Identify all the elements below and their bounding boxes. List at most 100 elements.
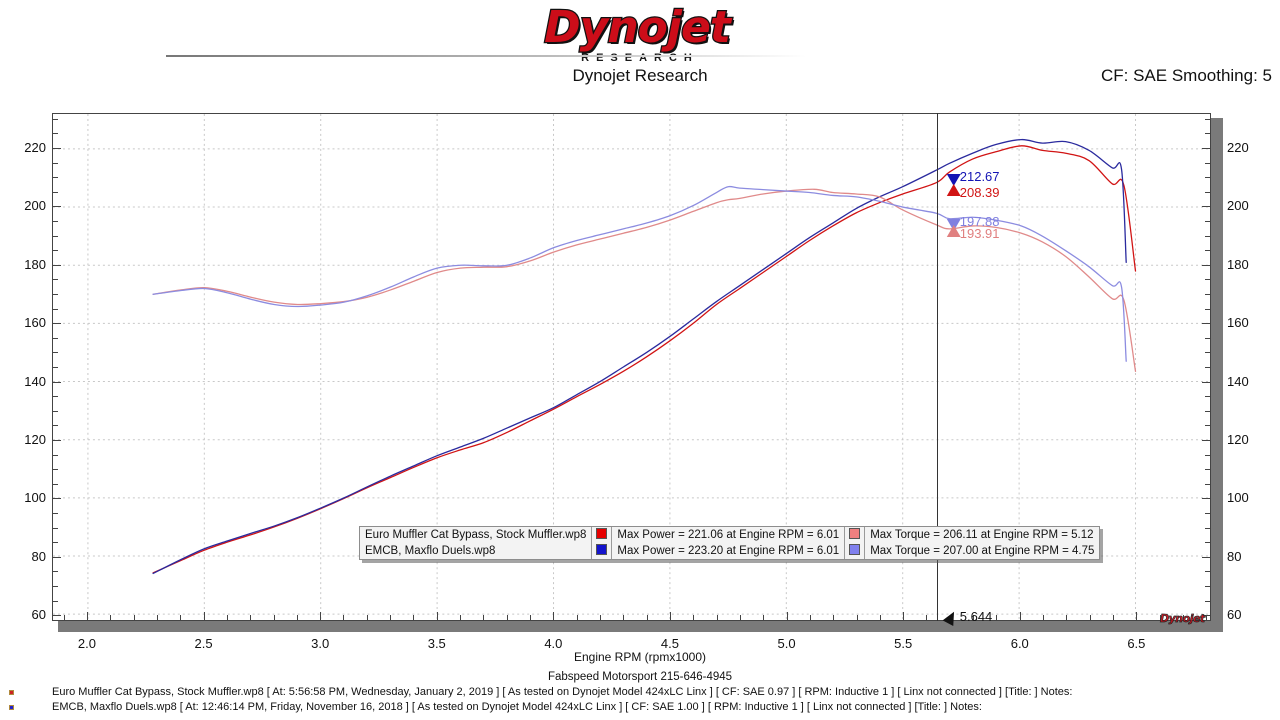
y-tick-label-left: 200 bbox=[24, 198, 46, 214]
x-tick-label: 4.5 bbox=[660, 636, 679, 651]
axis-tick bbox=[52, 264, 61, 266]
footer-run-line: EMCB, Maxflo Duels.wp8 [ At: 12:46:14 PM… bbox=[0, 700, 1280, 715]
cursor-rpm-readout: 5.644 bbox=[942, 609, 993, 627]
axis-tick bbox=[1066, 615, 1068, 621]
axis-tick bbox=[52, 512, 58, 514]
axis-tick bbox=[1205, 235, 1211, 237]
axis-tick bbox=[1089, 615, 1091, 621]
axis-tick bbox=[52, 483, 58, 485]
axis-tick bbox=[1205, 250, 1211, 252]
axis-tick bbox=[646, 615, 648, 621]
axis-tick bbox=[1202, 556, 1211, 558]
axis-tick bbox=[856, 615, 858, 621]
axis-tick bbox=[1205, 469, 1211, 471]
axis-tick bbox=[52, 527, 58, 529]
y-tick-label-right: 100 bbox=[1227, 490, 1249, 506]
callout-euro-torque: 193.91 bbox=[943, 224, 1000, 243]
series-curve-1 bbox=[152, 138, 1127, 575]
axis-tick bbox=[1136, 612, 1138, 621]
legend-torque-swatch bbox=[849, 544, 861, 555]
cursor-rpm-value: 5.644 bbox=[959, 609, 993, 624]
axis-tick bbox=[52, 542, 58, 544]
callout-value: 197.88 bbox=[959, 214, 1000, 230]
axis-tick bbox=[436, 612, 438, 621]
dynojet-watermark: Dynojet bbox=[1160, 612, 1206, 626]
axis-tick bbox=[52, 221, 58, 223]
axis-tick bbox=[1205, 294, 1211, 295]
axis-tick bbox=[52, 250, 58, 252]
axis-tick bbox=[250, 615, 252, 621]
axis-tick bbox=[716, 615, 718, 621]
axis-tick bbox=[1205, 571, 1211, 573]
axis-tick bbox=[413, 615, 415, 621]
y-tick-label-right: 60 bbox=[1227, 607, 1242, 623]
x-tick-label: 5.0 bbox=[777, 636, 796, 651]
axis-tick bbox=[52, 498, 61, 500]
axis-tick bbox=[1205, 483, 1211, 485]
axis-tick bbox=[506, 615, 508, 621]
axis-tick bbox=[52, 118, 58, 120]
axis-tick bbox=[1205, 191, 1211, 193]
axis-tick bbox=[156, 615, 158, 621]
axis-tick bbox=[296, 615, 298, 621]
footer: Fabspeed Motorsport 215-646-4945 Euro Mu… bbox=[0, 671, 1280, 715]
horizontal-scrollbar[interactable] bbox=[58, 621, 1223, 632]
legend-torque-swatch bbox=[849, 528, 861, 539]
callout-value: 212.67 bbox=[959, 169, 1000, 185]
x-tick-label: 5.5 bbox=[894, 636, 913, 651]
logo-wrap: Dynojet RESEARCH bbox=[462, 4, 812, 64]
legend-row: EMCB, Maxflo Duels.wp8 Max Power = 223.20… bbox=[360, 543, 1100, 559]
x-tick-label: 3.0 bbox=[311, 636, 330, 651]
axis-tick bbox=[1202, 206, 1211, 208]
axis-tick bbox=[52, 556, 61, 558]
axis-tick bbox=[52, 425, 58, 427]
y-tick-label-right: 220 bbox=[1227, 140, 1249, 156]
series-curve-0 bbox=[152, 145, 1137, 574]
axis-tick bbox=[483, 615, 485, 621]
y-tick-label-left: 80 bbox=[31, 548, 46, 564]
axis-tick bbox=[600, 615, 602, 621]
x-tick-label: 3.5 bbox=[427, 636, 446, 651]
cursor-line[interactable] bbox=[936, 113, 938, 621]
axis-tick bbox=[1205, 367, 1211, 368]
axis-tick bbox=[1205, 542, 1211, 544]
axis-tick bbox=[576, 615, 578, 621]
axis-tick bbox=[1159, 615, 1161, 621]
axis-tick bbox=[530, 615, 532, 621]
y-tick-label-left: 140 bbox=[24, 373, 46, 389]
y-tick-label-right: 80 bbox=[1227, 548, 1242, 564]
axis-tick bbox=[63, 615, 65, 621]
axis-tick bbox=[879, 615, 881, 621]
axis-tick bbox=[553, 612, 555, 621]
y-tick-label-left: 60 bbox=[31, 607, 46, 623]
axis-tick bbox=[52, 381, 61, 383]
axis-tick bbox=[1205, 221, 1211, 223]
axis-tick bbox=[1043, 615, 1045, 621]
axis-tick bbox=[1205, 352, 1211, 354]
axis-tick bbox=[1205, 527, 1211, 529]
y-tick-label-left: 180 bbox=[24, 256, 46, 272]
axis-tick bbox=[1205, 396, 1211, 398]
legend-row: Euro Muffler Cat Bypass, Stock Muffler.w… bbox=[360, 527, 1100, 543]
y-tick-label-right: 160 bbox=[1227, 315, 1249, 331]
vertical-scrollbar[interactable] bbox=[1211, 118, 1223, 622]
dynojet-logo: Dynojet RESEARCH bbox=[0, 2, 1280, 64]
axis-tick bbox=[739, 615, 741, 621]
axis-tick bbox=[52, 191, 58, 193]
axis-tick bbox=[52, 352, 58, 354]
axis-tick bbox=[926, 615, 928, 621]
legend-torque-swatch-cell bbox=[844, 543, 865, 559]
x-tick-label: 6.5 bbox=[1127, 636, 1146, 651]
axis-tick bbox=[180, 615, 182, 621]
axis-tick bbox=[52, 439, 61, 441]
legend-box[interactable]: Euro Muffler Cat Bypass, Stock Muffler.w… bbox=[359, 526, 1101, 560]
axis-tick bbox=[110, 615, 112, 621]
axis-tick bbox=[1205, 308, 1211, 310]
footer-run-text: EMCB, Maxflo Duels.wp8 [ At: 12:46:14 PM… bbox=[52, 701, 982, 713]
axis-tick bbox=[52, 585, 58, 587]
axis-tick bbox=[52, 454, 58, 456]
legend-power-swatch-cell bbox=[591, 527, 612, 543]
axis-tick bbox=[1205, 410, 1211, 412]
axis-tick bbox=[973, 615, 975, 621]
axis-tick bbox=[52, 571, 58, 573]
